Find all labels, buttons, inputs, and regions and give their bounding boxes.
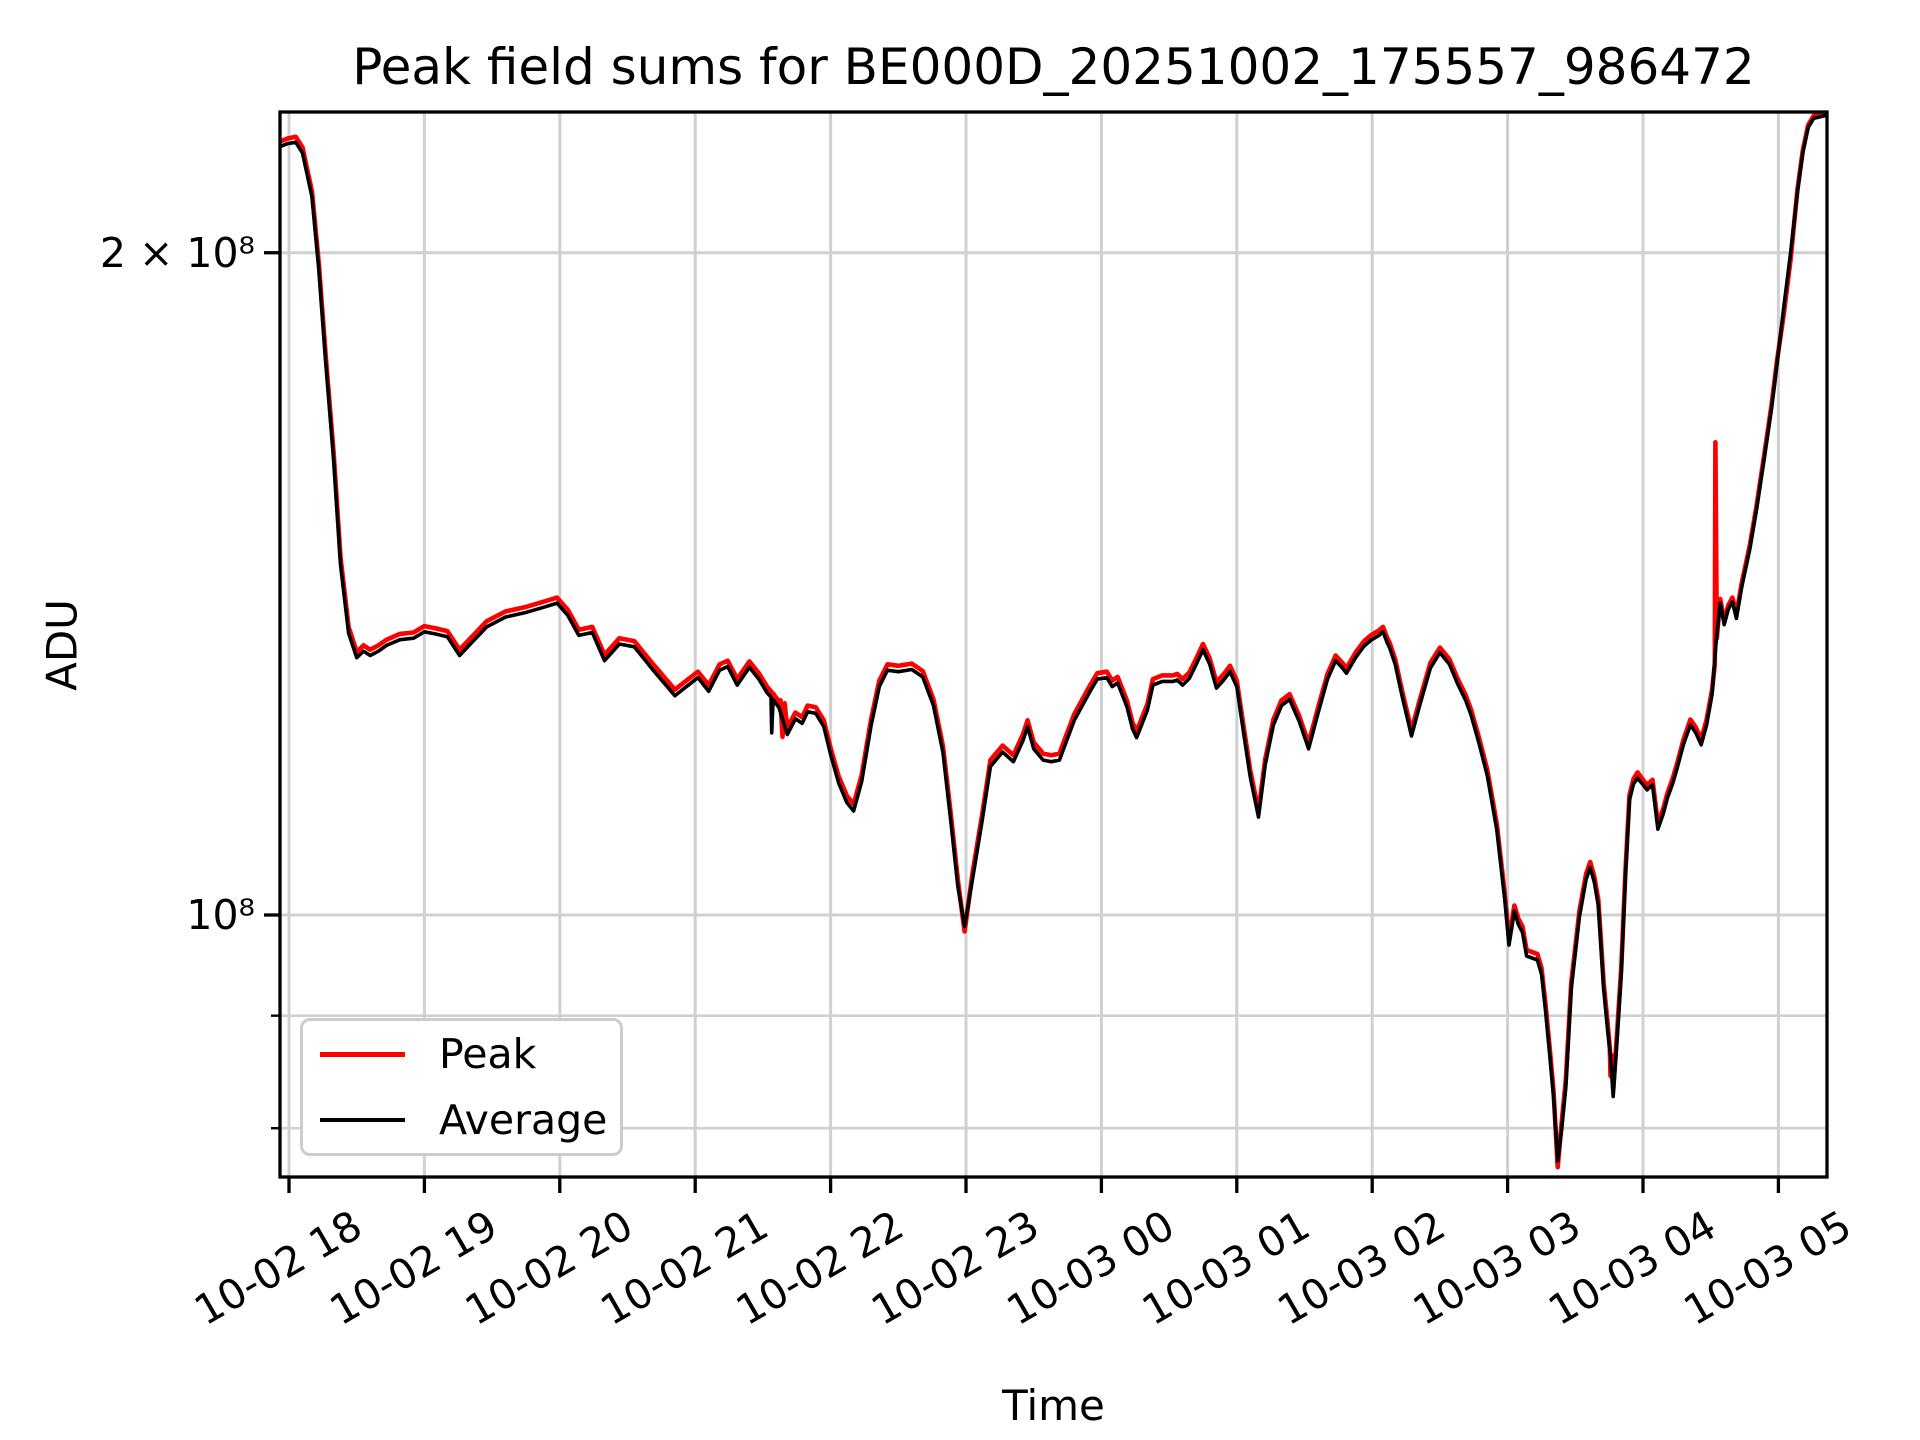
y-tick-label-2e8: 2 × 10⁸ [99,229,255,277]
legend-label-average: Average [439,1095,608,1144]
peak-line-swatch [320,1051,405,1057]
legend: Peak Average [300,1018,623,1156]
peak-series-line [280,112,1827,1170]
y-axis-label: ADU [37,599,87,691]
axes-border [278,110,1829,1179]
legend-item-peak: Peak [303,1029,620,1078]
x-axis-label: Time [1002,1381,1105,1430]
legend-label-peak: Peak [439,1029,537,1078]
average-series-line [280,113,1827,1163]
y-tick-label-1e8: 10⁸ [186,891,255,939]
chart-title: Peak field sums for BE000D_20251002_1755… [352,38,1755,96]
legend-item-average: Average [303,1095,620,1144]
average-line-swatch [320,1118,405,1122]
